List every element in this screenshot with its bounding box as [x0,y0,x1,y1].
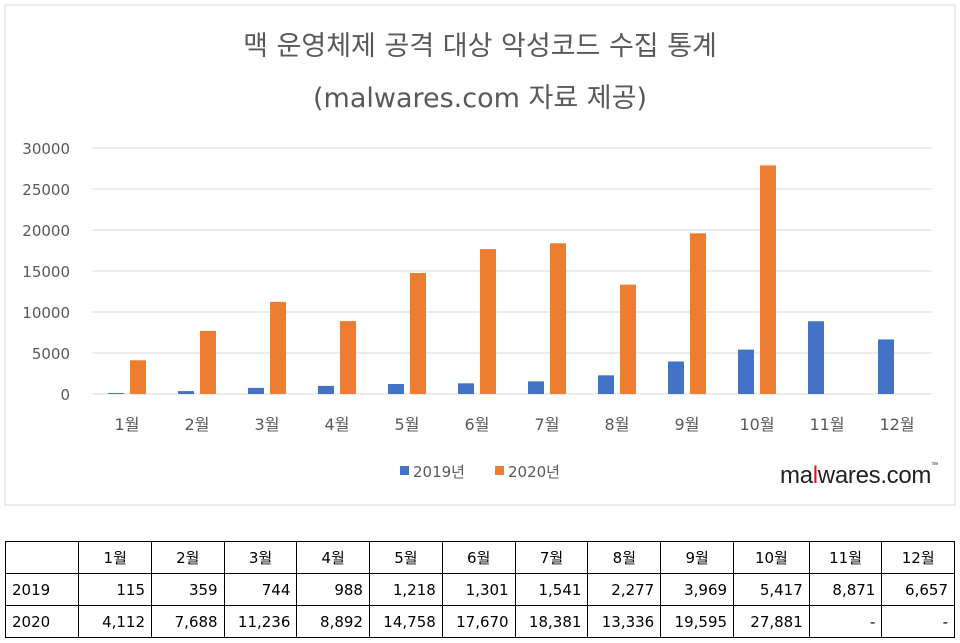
table-cell: 4,112 [78,605,153,638]
legend-label: 2020년 [508,463,560,481]
data-table: 1월 2월 3월 4월 5월 6월 7월 8월 9월 10월 11월 12월 2019 115 359 744… [4,541,955,638]
table-cell: 2월 [151,541,225,574]
table-cell: 18,381 [514,605,589,638]
table-cell: 1,301 [441,573,516,606]
table-cell: 19,595 [660,605,735,638]
y-tick-label: 15000 [22,263,70,281]
table-cell: 359 [151,573,225,606]
x-tick-label: 5월 [395,415,420,434]
x-tick-label: 3월 [255,415,280,434]
table-cell: 988 [296,573,370,606]
bar-2019년-9월 [668,361,684,394]
legend-swatch [495,466,504,475]
x-tick-label: 7월 [535,415,560,434]
table-row: 2019 115 359 744 988 1,218 1,301 1,541 2,277 3,96… [4,573,955,606]
bar-chart: 맥 운영체제 공격 대상 악성코드 수집 통계 (malwares.com 자료… [4,4,956,506]
table-cell: 10월 [733,541,810,574]
bar-2020년-4월 [340,321,356,394]
table-cell [4,541,80,574]
chart-title: 맥 운영체제 공격 대상 악성코드 수집 통계 [243,31,717,62]
y-tick-label: 5000 [32,345,70,363]
table-cell: 3,969 [660,573,735,606]
x-tick-label: 10월 [739,415,774,434]
x-tick-label: 2월 [185,415,210,434]
table-cell: 13,336 [587,605,662,638]
bar-2019년-10월 [738,349,754,394]
table-cell: - [808,605,883,638]
x-tick-label: 4월 [325,415,350,434]
bar-2019년-8월 [598,375,614,394]
bar-2020년-5월 [410,272,426,394]
y-tick-label: 25000 [22,181,70,199]
malwares-logo: malwares.com™ [780,462,938,489]
y-tick-label: 20000 [22,222,70,240]
bar-2020년-8월 [620,284,636,394]
table-row: 2020 4,112 7,688 11,236 8,892 14,758 17,670 18,… [4,605,955,638]
table-cell: 9월 [660,541,735,574]
bar-2019년-6월 [458,383,474,394]
table-cell: 6,657 [881,573,955,606]
table-cell: 14,758 [368,605,443,638]
chart-subtitle: (malwares.com 자료 제공) [313,83,647,114]
table-cell: 5월 [368,541,443,574]
table-cell: 3월 [223,541,298,574]
table-cell: 2,277 [587,573,662,606]
table-cell: 5,417 [733,573,810,606]
table-cell: 1월 [78,541,153,574]
legend-swatch [400,466,409,475]
bar-2020년-6월 [480,249,496,394]
bar-2019년-5월 [388,384,404,394]
x-tick-label: 11월 [809,415,844,434]
table-cell: 7,688 [151,605,225,638]
bar-2019년-3월 [248,387,264,394]
table-cell: 17,670 [441,605,516,638]
bar-2020년-7월 [550,243,566,394]
table-cell: 2019 [4,573,80,606]
table-cell: 2020 [4,605,80,638]
table-cell: 1,218 [368,573,443,606]
x-tick-label: 1월 [115,415,140,434]
table-cell: 8,892 [296,605,370,638]
x-tick-label: 8월 [605,415,630,434]
table-cell: 744 [223,573,298,606]
bar-2019년-7월 [528,381,544,394]
table-cell: 1,541 [514,573,589,606]
bar-2019년-11월 [808,321,824,394]
x-tick-label: 6월 [465,415,490,434]
table-cell: 4월 [296,541,370,574]
bar-2020년-10월 [760,165,776,394]
bar-2020년-2월 [200,330,216,394]
legend-label: 2019년 [413,463,465,481]
bar-2019년-1월 [108,393,124,394]
table-cell: 6월 [441,541,516,574]
bar-2019년-2월 [178,391,194,394]
table-cell: 12월 [881,541,955,574]
table-cell: 8,871 [808,573,883,606]
bar-2020년-3월 [270,301,286,394]
table-cell: 11월 [808,541,883,574]
y-tick-label: 30000 [22,140,70,158]
bar-2019년-12월 [878,339,894,394]
bar-2020년-1월 [130,360,146,394]
table-cell: 8월 [587,541,662,574]
table-cell: 11,236 [223,605,298,638]
bar-2019년-4월 [318,385,334,394]
x-tick-label: 12월 [879,415,914,434]
table-cell: - [881,605,955,638]
table-cell: 27,881 [733,605,810,638]
table-cell: 7월 [514,541,589,574]
y-tick-label: 0 [60,386,70,404]
bar-2020년-9월 [690,233,706,394]
x-tick-label: 9월 [675,415,700,434]
y-tick-label: 10000 [22,304,70,322]
table-cell: 115 [78,573,153,606]
table-header-row: 1월 2월 3월 4월 5월 6월 7월 8월 9월 10월 11월 12월 [4,541,955,574]
